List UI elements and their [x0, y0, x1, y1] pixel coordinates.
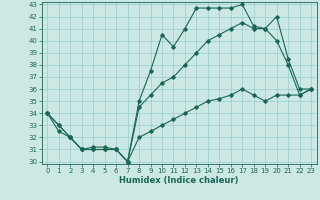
- X-axis label: Humidex (Indice chaleur): Humidex (Indice chaleur): [119, 176, 239, 185]
